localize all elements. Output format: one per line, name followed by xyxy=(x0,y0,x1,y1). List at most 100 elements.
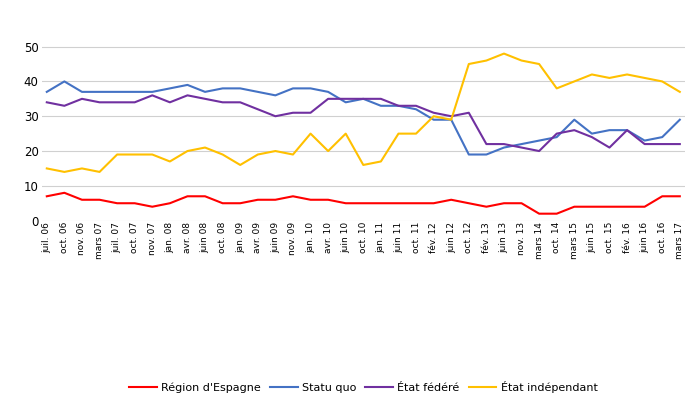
Line: Région d'Espagne: Région d'Espagne xyxy=(47,193,680,214)
Région d'Espagne xyxy=(588,204,596,209)
État indépendant xyxy=(518,58,526,63)
État fédéré xyxy=(165,100,174,105)
État fédéré xyxy=(342,97,350,101)
Région d'Espagne xyxy=(183,194,192,199)
État indépendant xyxy=(641,76,649,80)
État fédéré xyxy=(641,142,649,147)
Statu quo xyxy=(131,89,139,94)
État fédéré xyxy=(430,110,438,115)
Statu quo xyxy=(376,104,385,108)
État fédéré xyxy=(236,100,244,105)
État indépendant xyxy=(570,79,579,84)
État indépendant xyxy=(95,169,104,174)
État indépendant xyxy=(412,131,420,136)
État indépendant xyxy=(43,166,51,171)
État fédéré xyxy=(95,100,104,105)
Région d'Espagne xyxy=(394,201,403,206)
État fédéré xyxy=(623,128,631,132)
État fédéré xyxy=(464,110,473,115)
État indépendant xyxy=(219,152,227,157)
Région d'Espagne xyxy=(148,204,156,209)
État fédéré xyxy=(658,142,666,147)
Région d'Espagne xyxy=(43,194,51,199)
État indépendant xyxy=(131,152,139,157)
Statu quo xyxy=(271,93,280,98)
État fédéré xyxy=(412,104,420,108)
État indépendant xyxy=(482,58,491,63)
État indépendant xyxy=(60,169,69,174)
Statu quo xyxy=(95,89,104,94)
Statu quo xyxy=(219,86,227,91)
Région d'Espagne xyxy=(675,194,684,199)
Statu quo xyxy=(430,117,438,122)
État fédéré xyxy=(482,142,491,147)
État indépendant xyxy=(324,149,332,153)
Région d'Espagne xyxy=(95,197,104,202)
État fédéré xyxy=(675,142,684,147)
Legend: Région d'Espagne, Statu quo, État fédéré, État indépendant: Région d'Espagne, Statu quo, État fédéré… xyxy=(125,377,602,394)
Région d'Espagne xyxy=(113,201,121,206)
Line: État indépendant: État indépendant xyxy=(47,54,680,172)
État fédéré xyxy=(271,114,280,119)
État fédéré xyxy=(43,100,51,105)
État indépendant xyxy=(271,149,280,153)
État fédéré xyxy=(254,107,262,112)
Région d'Espagne xyxy=(131,201,139,206)
Statu quo xyxy=(78,89,86,94)
État indépendant xyxy=(606,76,614,80)
Statu quo xyxy=(675,117,684,122)
Région d'Espagne xyxy=(307,197,315,202)
État fédéré xyxy=(289,110,297,115)
État fédéré xyxy=(553,131,561,136)
État fédéré xyxy=(148,93,156,98)
État fédéré xyxy=(588,135,596,139)
État indépendant xyxy=(430,114,438,119)
État fédéré xyxy=(500,142,508,147)
Statu quo xyxy=(236,86,244,91)
État indépendant xyxy=(183,149,192,153)
Statu quo xyxy=(641,138,649,143)
Statu quo xyxy=(482,152,491,157)
État fédéré xyxy=(518,145,526,150)
Région d'Espagne xyxy=(219,201,227,206)
État fédéré xyxy=(78,97,86,101)
Statu quo xyxy=(324,89,332,94)
État indépendant xyxy=(500,51,508,56)
Statu quo xyxy=(553,135,561,139)
État fédéré xyxy=(307,110,315,115)
État indépendant xyxy=(535,61,543,66)
État fédéré xyxy=(324,97,332,101)
Line: Statu quo: Statu quo xyxy=(47,82,680,154)
Statu quo xyxy=(518,142,526,147)
Statu quo xyxy=(60,79,69,84)
Région d'Espagne xyxy=(201,194,209,199)
Région d'Espagne xyxy=(60,190,69,195)
État fédéré xyxy=(535,149,543,153)
Région d'Espagne xyxy=(641,204,649,209)
État indépendant xyxy=(289,152,297,157)
État fédéré xyxy=(113,100,121,105)
État indépendant xyxy=(236,163,244,167)
État indépendant xyxy=(201,145,209,150)
État indépendant xyxy=(675,89,684,94)
Statu quo xyxy=(289,86,297,91)
État indépendant xyxy=(394,131,403,136)
Région d'Espagne xyxy=(553,211,561,216)
Statu quo xyxy=(254,89,262,94)
État fédéré xyxy=(447,114,455,119)
Statu quo xyxy=(500,145,508,150)
État indépendant xyxy=(342,131,350,136)
Statu quo xyxy=(307,86,315,91)
Statu quo xyxy=(606,128,614,132)
Statu quo xyxy=(623,128,631,132)
État fédéré xyxy=(60,104,69,108)
Statu quo xyxy=(464,152,473,157)
Région d'Espagne xyxy=(570,204,579,209)
Statu quo xyxy=(342,100,350,105)
Statu quo xyxy=(148,89,156,94)
Statu quo xyxy=(183,83,192,87)
Statu quo xyxy=(165,86,174,91)
Région d'Espagne xyxy=(254,197,262,202)
État indépendant xyxy=(307,131,315,136)
État indépendant xyxy=(464,61,473,66)
